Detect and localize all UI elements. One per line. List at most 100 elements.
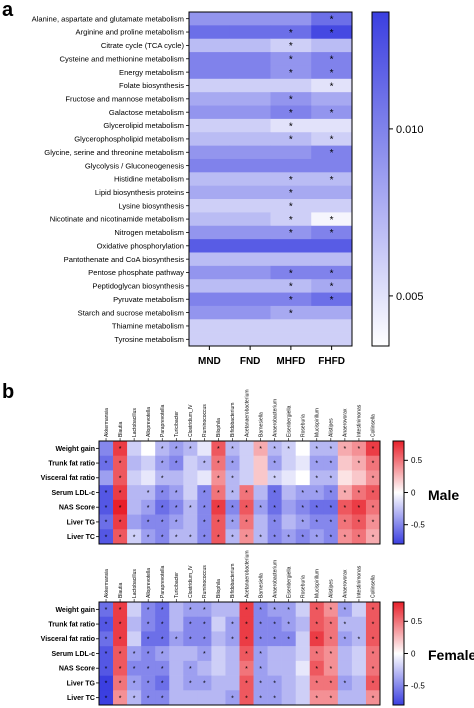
significance-star: * xyxy=(119,520,122,527)
heatmap-cell xyxy=(141,631,156,647)
column-label: Clostridium_IV xyxy=(188,404,194,437)
row-label: Lipid biosynthesis proteins xyxy=(95,188,184,197)
significance-star: * xyxy=(372,666,375,673)
heatmap-cell xyxy=(189,185,231,200)
significance-star: * xyxy=(245,695,248,702)
row-label: Cysteine and methionine metabolism xyxy=(59,54,184,63)
row-label: Visceral fat ratio xyxy=(41,636,95,643)
significance-star: * xyxy=(203,636,206,643)
heatmap-cell xyxy=(270,145,312,160)
significance-star: * xyxy=(119,461,122,468)
heatmap-cell xyxy=(309,455,325,471)
heatmap-cell xyxy=(351,690,367,706)
significance-star: * xyxy=(203,520,206,527)
heatmap-cell xyxy=(169,675,184,691)
significance-star: * xyxy=(315,505,318,512)
significance-star: * xyxy=(105,520,108,527)
column-label: Bilophila xyxy=(216,579,222,598)
significance-star: * xyxy=(330,148,334,159)
significance-star: * xyxy=(119,607,122,614)
column-label: Akkermansia xyxy=(104,569,110,598)
significance-star: * xyxy=(330,215,334,226)
significance-star: * xyxy=(231,695,234,702)
column-label: Anaerobacterium xyxy=(272,399,278,437)
significance-star: * xyxy=(372,651,375,658)
heatmap-cell xyxy=(229,332,271,347)
heatmap-cell xyxy=(267,690,282,706)
heatmap-cell xyxy=(229,252,271,267)
significance-star: * xyxy=(189,446,192,453)
heatmap-cell xyxy=(127,690,142,706)
heatmap-cell xyxy=(169,455,184,471)
heatmap-cell xyxy=(311,319,353,333)
heatmap-cell xyxy=(229,118,271,133)
significance-star: * xyxy=(358,505,361,512)
heatmap-cell xyxy=(281,529,296,545)
heatmap-cell xyxy=(183,660,198,676)
colorbar-tick-label: 0 xyxy=(411,488,416,497)
heatmap-cell xyxy=(141,660,156,676)
heatmap-cell xyxy=(229,225,271,240)
heatmap-cell xyxy=(323,529,339,545)
significance-star: * xyxy=(289,228,293,239)
heatmap-cell xyxy=(229,78,271,93)
heatmap-cell xyxy=(155,631,170,647)
significance-star: * xyxy=(147,681,150,688)
significance-star: * xyxy=(133,695,136,702)
heatmap-cell xyxy=(309,499,325,515)
significance-star: * xyxy=(119,681,122,688)
heatmap-cell xyxy=(239,616,254,632)
significance-star: * xyxy=(301,490,304,497)
heatmap-cell xyxy=(99,455,114,471)
heatmap-cell xyxy=(351,455,367,471)
heatmap-cell xyxy=(270,158,312,173)
significance-star: * xyxy=(330,108,334,119)
heatmap-cell xyxy=(189,172,231,186)
heatmap-cell xyxy=(311,12,353,26)
significance-star: * xyxy=(372,622,375,629)
heatmap-cell xyxy=(351,660,367,676)
significance-star: * xyxy=(329,651,332,658)
heatmap-cell xyxy=(189,158,231,173)
heatmap-cell xyxy=(351,631,367,647)
heatmap-cell xyxy=(337,529,353,545)
heatmap-cell xyxy=(323,514,339,530)
heatmap-cell xyxy=(197,514,212,530)
significance-star: * xyxy=(119,505,122,512)
significance-star: * xyxy=(329,695,332,702)
significance-star: * xyxy=(372,520,375,527)
significance-star: * xyxy=(217,520,220,527)
row-label: Fructose and mannose metabolism xyxy=(65,95,184,104)
heatmap-cell xyxy=(141,455,156,471)
heatmap-cell xyxy=(225,616,240,632)
significance-star: * xyxy=(245,534,248,541)
significance-star: * xyxy=(231,446,234,453)
significance-star: * xyxy=(315,520,318,527)
significance-star: * xyxy=(289,108,293,119)
heatmap-cell xyxy=(267,602,282,618)
heatmap-cell xyxy=(270,52,312,66)
heatmap-cell xyxy=(189,305,231,320)
heatmap-cell xyxy=(239,631,254,647)
significance-star: * xyxy=(273,461,276,468)
heatmap-cell xyxy=(99,675,114,691)
significance-star: * xyxy=(203,534,206,541)
heatmap-cell xyxy=(197,470,212,486)
heatmap-cell xyxy=(267,514,282,530)
heatmap-cell xyxy=(141,690,156,706)
heatmap-cell xyxy=(113,441,128,457)
column-label: Roseburia xyxy=(300,414,306,437)
heatmap-cell xyxy=(169,660,184,676)
significance-star: * xyxy=(372,607,375,614)
significance-star: * xyxy=(358,461,361,468)
significance-star: * xyxy=(147,534,150,541)
significance-star: * xyxy=(344,505,347,512)
heatmap-cell xyxy=(365,441,381,457)
significance-star: * xyxy=(273,520,276,527)
heatmap-cell xyxy=(337,660,353,676)
significance-star: * xyxy=(315,636,318,643)
heatmap-cell xyxy=(183,529,198,545)
row-label: Liver TG xyxy=(67,519,96,526)
heatmap-cell xyxy=(229,172,271,186)
heatmap-cell xyxy=(155,485,170,501)
